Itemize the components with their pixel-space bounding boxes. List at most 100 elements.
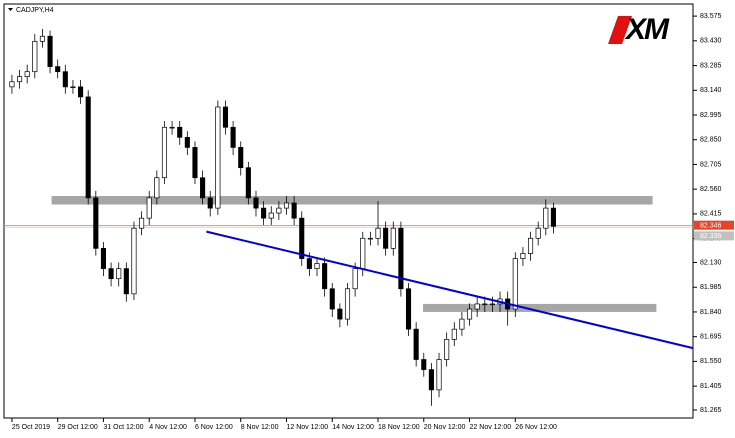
- candle-body: [550, 207, 556, 227]
- y-tick-label: 82.995: [700, 112, 722, 119]
- y-tick-label: 81.405: [700, 383, 722, 390]
- x-tick-label: 29 Oct 12:00: [58, 424, 98, 431]
- candle-body: [200, 177, 206, 199]
- candle-body: [238, 147, 244, 169]
- candle-body: [375, 227, 381, 239]
- candle-body: [215, 106, 221, 209]
- zone: [423, 303, 657, 312]
- plot-frame: [3, 3, 694, 419]
- y-tick-label: 82.415: [700, 211, 722, 218]
- candle-body: [306, 258, 312, 269]
- x-tick-label: 25 Oct 2019: [12, 424, 50, 431]
- candle-body: [535, 227, 541, 239]
- candle-body: [123, 268, 129, 295]
- ask-label: 82.336: [700, 233, 722, 240]
- candle-body: [253, 197, 259, 209]
- candle-body: [421, 359, 427, 370]
- candle-body: [329, 288, 335, 310]
- candle-body: [428, 369, 434, 391]
- candle-body: [9, 81, 15, 88]
- candle-body: [70, 86, 76, 89]
- bid-label: 82.346: [700, 223, 722, 230]
- y-tick-label: 82.705: [700, 161, 722, 168]
- candle-body: [466, 308, 473, 320]
- candle-body: [528, 237, 534, 254]
- candle-body: [352, 268, 358, 290]
- candle-body: [459, 318, 465, 330]
- candle-body: [184, 136, 190, 148]
- y-tick-label: 83.430: [700, 38, 722, 45]
- chart-title: CADJPY,H4: [16, 7, 54, 14]
- y-tick-label: 81.840: [700, 309, 722, 316]
- candle-body: [62, 71, 68, 88]
- ask-label-bg: [694, 231, 734, 241]
- candle-body: [154, 177, 160, 199]
- y-tick-label: 83.285: [700, 62, 722, 69]
- zone: [51, 195, 653, 205]
- candle-body: [337, 308, 343, 320]
- y-tick-label: 83.140: [700, 87, 722, 94]
- x-tick-label: 31 Oct 12:00: [103, 424, 143, 431]
- menu-triangle[interactable]: [8, 8, 13, 11]
- x-tick-label: 4 Nov 12:00: [149, 424, 187, 431]
- x-tick-label: 18 Nov 12:00: [378, 424, 420, 431]
- candle-body: [283, 202, 290, 209]
- logo: XM: [608, 13, 672, 46]
- candle-body: [482, 303, 488, 306]
- candle-body: [32, 40, 38, 73]
- candle-body: [245, 167, 251, 199]
- candle-body: [177, 126, 183, 138]
- candle-body: [489, 303, 495, 306]
- candle-body: [520, 253, 526, 259]
- candle-body: [314, 263, 320, 269]
- candle-body: [55, 66, 61, 73]
- candle-body: [367, 237, 373, 240]
- y-tick-label: 82.560: [700, 186, 722, 193]
- candle-body: [146, 197, 152, 219]
- x-tick-label: 8 Nov 12:00: [241, 424, 279, 431]
- candle-body: [436, 359, 442, 391]
- y-tick-label: 81.265: [700, 407, 722, 414]
- candle-body: [93, 197, 99, 249]
- candle-body: [291, 202, 297, 219]
- candle-body: [543, 207, 549, 229]
- y-tick-label: 82.850: [700, 137, 722, 144]
- candle-body: [444, 339, 450, 360]
- candle-body: [344, 288, 351, 320]
- candle-body: [78, 86, 84, 98]
- candle-body: [161, 126, 168, 179]
- candle-body: [222, 106, 229, 128]
- candle-body: [390, 227, 396, 249]
- bid-label-bg: [694, 220, 734, 230]
- logo-accent: [608, 16, 632, 44]
- candle-body: [451, 328, 457, 340]
- candle-body: [131, 227, 137, 295]
- candle-body: [261, 207, 267, 219]
- candle-body: [299, 217, 305, 259]
- y-tick-label: 81.695: [700, 334, 722, 341]
- candle-body: [139, 217, 145, 229]
- candle-body: [413, 328, 419, 360]
- x-tick-label: 20 Nov 12:00: [424, 424, 466, 431]
- y-tick-label: 82.130: [700, 259, 722, 266]
- candle-body: [230, 126, 236, 148]
- y-tick-label: 81.550: [700, 358, 722, 365]
- candle-body: [39, 35, 45, 42]
- candle-body: [276, 207, 282, 214]
- logo-text: XM: [624, 13, 670, 46]
- x-tick-label: 12 Nov 12:00: [286, 424, 328, 431]
- candle-body: [268, 212, 274, 219]
- candle-body: [17, 76, 23, 83]
- x-tick-label: 6 Nov 12:00: [195, 424, 233, 431]
- y-tick-label: 83.575: [700, 13, 722, 20]
- candle-body: [85, 96, 91, 199]
- candle-body: [100, 247, 107, 269]
- candle-body: [405, 288, 412, 330]
- x-tick-label: 26 Nov 12:00: [515, 424, 557, 431]
- x-tick-label: 22 Nov 12:00: [470, 424, 512, 431]
- candle-body: [383, 227, 389, 249]
- y-tick-label: 81.985: [700, 284, 722, 291]
- candle-body: [169, 126, 175, 129]
- candle-body: [47, 35, 53, 67]
